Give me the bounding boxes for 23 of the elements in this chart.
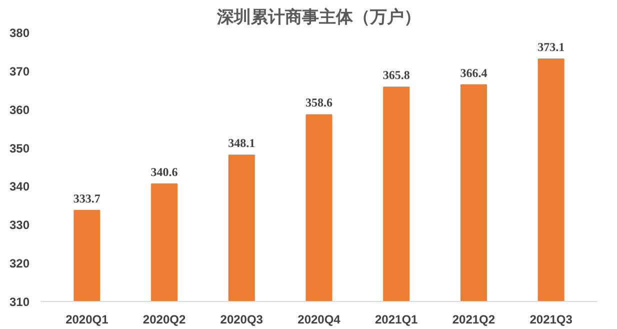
- y-tick-label: 370: [9, 64, 30, 78]
- chart-title: 深圳累计商事主体（万户）: [216, 8, 421, 28]
- data-label: 365.8: [382, 68, 410, 82]
- data-label: 340.6: [150, 164, 178, 179]
- x-tick-label: 2020Q3: [220, 312, 264, 326]
- x-tick-label: 2020Q4: [298, 312, 341, 326]
- y-tick-label: 360: [9, 102, 30, 117]
- y-tick-label: 310: [9, 295, 30, 309]
- data-label: 333.7: [73, 191, 100, 206]
- data-label: 373.1: [538, 40, 565, 54]
- x-tick-label: 2020Q2: [142, 312, 186, 326]
- y-tick-label: 330: [9, 218, 30, 232]
- x-tick-label: 2021Q2: [452, 312, 496, 326]
- x-tick-label: 2021Q3: [530, 312, 573, 326]
- x-tick-label: 2021Q1: [375, 312, 418, 326]
- data-label: 348.1: [228, 136, 256, 150]
- data-label: 358.6: [306, 96, 332, 110]
- y-tick-label: 350: [9, 141, 30, 156]
- data-label: 366.4: [460, 66, 488, 80]
- x-tick-label: 2020Q1: [66, 312, 109, 326]
- y-tick-label: 340: [9, 180, 30, 194]
- y-tick-label: 380: [9, 26, 30, 40]
- y-tick-label: 320: [9, 256, 30, 271]
